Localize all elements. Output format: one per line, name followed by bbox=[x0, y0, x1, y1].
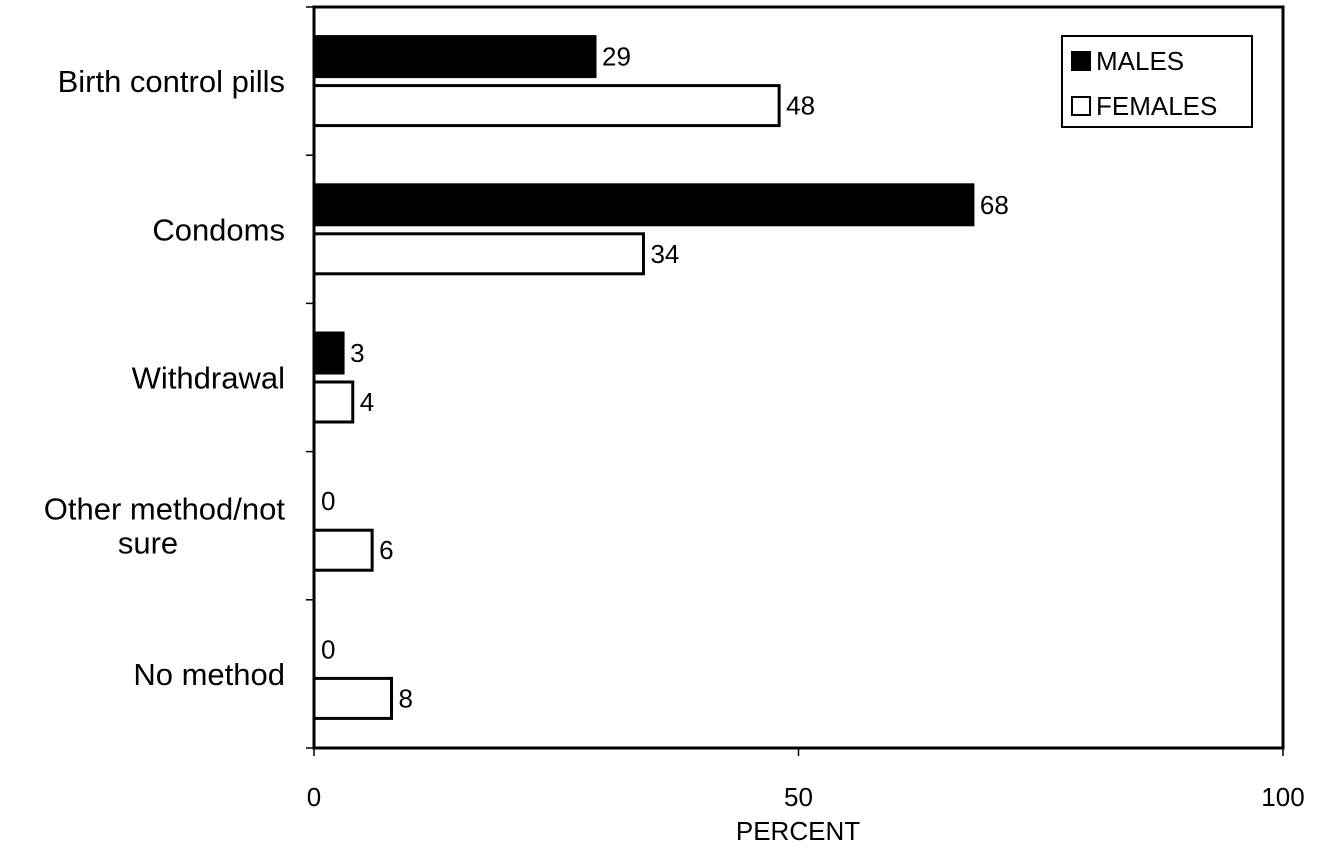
data-label: 0 bbox=[321, 634, 335, 664]
data-label: 34 bbox=[650, 239, 679, 269]
legend-label-males: MALES bbox=[1096, 46, 1184, 76]
bar-females bbox=[312, 380, 355, 424]
bar-females bbox=[312, 676, 394, 720]
data-label: 6 bbox=[379, 535, 393, 565]
plot-area-frame bbox=[312, 5, 1285, 750]
legend: MALES FEMALES bbox=[1061, 35, 1253, 128]
bar-males bbox=[312, 35, 597, 79]
data-label: 68 bbox=[980, 190, 1009, 220]
category-label: Withdrawal bbox=[132, 361, 285, 396]
category-label: No method bbox=[133, 657, 285, 692]
x-tick-label: 50 bbox=[784, 782, 813, 812]
data-label: 48 bbox=[786, 91, 815, 121]
category-label: Condoms bbox=[152, 212, 285, 247]
category-label: Birth control pills bbox=[58, 64, 285, 99]
x-axis: 0 50 100 bbox=[307, 748, 1305, 812]
category-label: Other method/not bbox=[44, 492, 286, 527]
category-label: sure bbox=[118, 526, 178, 561]
data-label: 4 bbox=[360, 387, 374, 417]
data-label: 3 bbox=[350, 338, 364, 368]
bar-females bbox=[312, 232, 645, 276]
legend-swatch-males bbox=[1071, 51, 1091, 71]
bar-females bbox=[312, 528, 374, 572]
bar-females bbox=[312, 84, 781, 128]
x-axis-title: PERCENT bbox=[736, 816, 860, 846]
data-label: 0 bbox=[321, 486, 335, 516]
bars-group bbox=[312, 35, 975, 720]
data-label: 8 bbox=[399, 683, 413, 713]
bar-males bbox=[312, 183, 975, 227]
data-label: 29 bbox=[602, 42, 631, 72]
legend-box bbox=[1061, 35, 1253, 128]
legend-label-females: FEMALES bbox=[1096, 91, 1217, 121]
x-tick-label: 0 bbox=[307, 782, 321, 812]
x-tick-label: 100 bbox=[1261, 782, 1304, 812]
legend-swatch-females bbox=[1071, 96, 1091, 116]
bar-males bbox=[312, 331, 345, 375]
y-axis: Birth control pills Condoms Withdrawal Othe… bbox=[44, 6, 314, 749]
